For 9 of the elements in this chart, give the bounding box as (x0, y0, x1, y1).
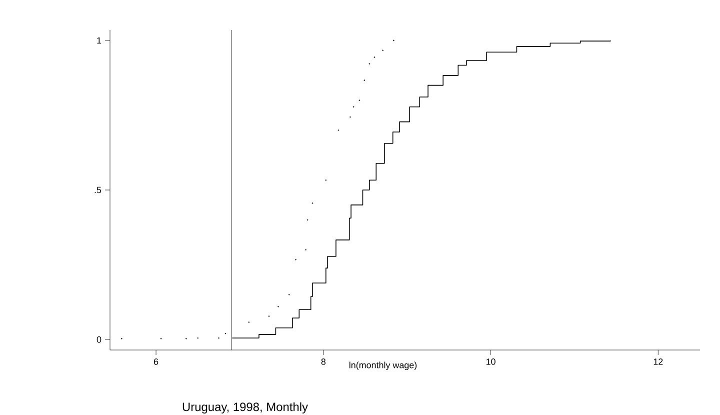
x-tick-label: 8 (321, 358, 326, 365)
y-tick-label: .5 (94, 186, 102, 194)
x-axis-title: ln(monthly wage) (349, 362, 417, 370)
x-tick-label: 10 (486, 358, 496, 365)
x-tick-label: 6 (154, 358, 158, 365)
y-tick-label: 1 (97, 37, 102, 44)
x-tick-label: 12 (654, 358, 663, 365)
y-tick-label: 0 (96, 336, 102, 343)
text: Uruguay, 1998, Monthly (182, 402, 308, 414)
